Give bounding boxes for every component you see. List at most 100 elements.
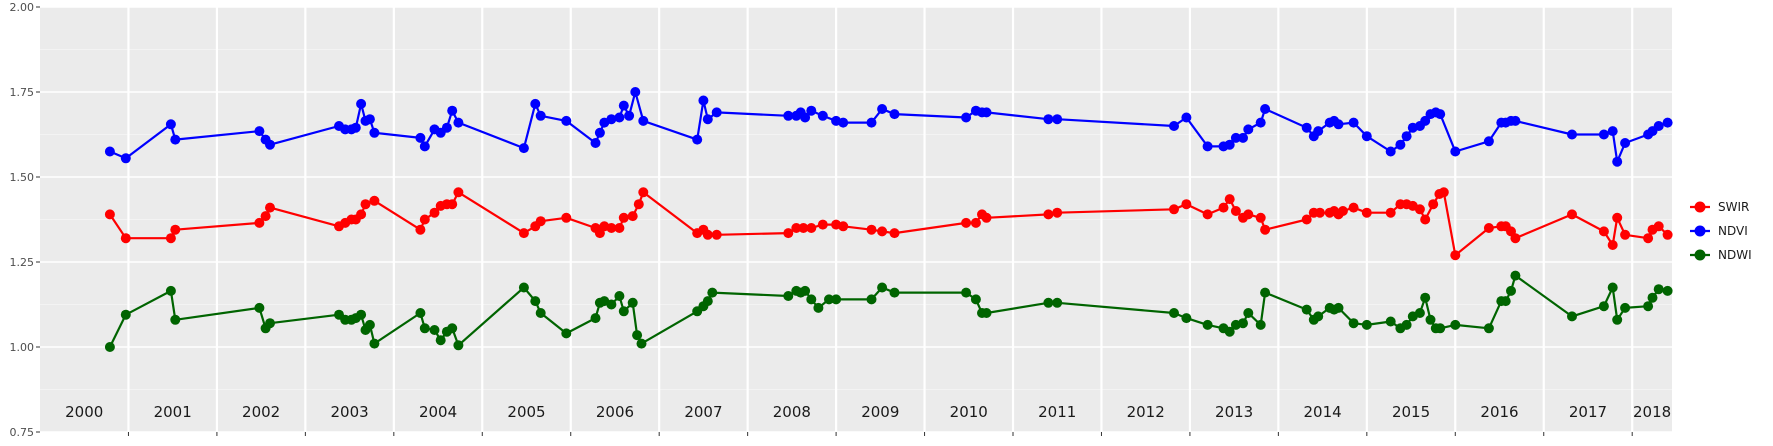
data-point (120, 309, 131, 320)
year-label: 2013 (1215, 403, 1253, 421)
data-point (1450, 250, 1461, 261)
data-point (360, 199, 371, 210)
data-point (1483, 223, 1494, 233)
data-point (866, 294, 877, 305)
data-point (1169, 121, 1179, 131)
legend: SWIR NDVI NDWI (1688, 196, 1752, 266)
data-point (692, 134, 703, 145)
year-label: 2004 (419, 403, 457, 421)
data-point (627, 297, 638, 308)
data-point (1052, 297, 1063, 308)
data-point (1385, 316, 1396, 327)
data-point (889, 109, 900, 120)
data-point (1506, 285, 1516, 296)
data-point (800, 112, 811, 123)
data-point (614, 112, 625, 123)
data-point (254, 126, 265, 137)
data-point (356, 209, 367, 220)
data-point (636, 338, 647, 349)
data-point (1314, 207, 1325, 218)
data-point (165, 119, 176, 130)
data-point (1224, 139, 1235, 150)
data-point (1401, 319, 1412, 330)
data-point (1043, 114, 1054, 125)
data-point (356, 98, 367, 109)
data-point (1662, 117, 1673, 128)
legend-label: NDWI (1718, 248, 1752, 262)
year-label: 2006 (596, 403, 634, 421)
data-point (783, 228, 794, 239)
data-point (429, 325, 440, 335)
legend-item-ndwi: NDWI (1688, 244, 1752, 266)
data-point (1361, 131, 1372, 142)
y-tick-label: 1.00 (10, 341, 35, 354)
data-point (1238, 318, 1248, 329)
year-label: 2005 (507, 403, 545, 421)
data-point (453, 117, 464, 128)
data-point (1510, 115, 1521, 126)
data-point (632, 330, 643, 341)
data-point (1435, 323, 1446, 334)
data-point (435, 335, 446, 346)
data-point (364, 319, 375, 330)
data-point (1224, 194, 1235, 205)
data-point (1301, 304, 1312, 315)
data-point (838, 117, 849, 128)
data-point (702, 229, 713, 240)
data-point (1255, 212, 1266, 223)
data-point (1567, 129, 1577, 140)
legend-item-swir: SWIR (1688, 196, 1749, 218)
legend-marker (1694, 249, 1706, 261)
data-point (1301, 214, 1312, 225)
data-point (170, 134, 181, 145)
data-point (1620, 138, 1631, 148)
data-point (1653, 221, 1664, 232)
y-tick-label: 0.75 (10, 426, 35, 439)
data-point (614, 291, 625, 301)
data-point (1450, 319, 1461, 330)
data-point (1620, 229, 1631, 240)
data-point (1333, 302, 1344, 313)
data-point (419, 214, 430, 225)
data-point (1428, 199, 1439, 210)
data-point (1662, 285, 1673, 296)
data-point (415, 308, 426, 318)
data-point (350, 122, 361, 133)
data-point (877, 226, 888, 237)
data-point (535, 216, 546, 227)
year-label: 2012 (1127, 403, 1165, 421)
data-point (1348, 202, 1359, 213)
data-point (1224, 326, 1235, 337)
data-point (838, 221, 849, 232)
data-point (1361, 319, 1372, 330)
data-point (1612, 156, 1623, 167)
data-point (1230, 132, 1241, 143)
data-point (265, 139, 275, 150)
year-labels: 2000 2001 2002 2003 2004 2005 2006 2007 2008 2009… (65, 403, 1671, 421)
data-point (120, 233, 131, 244)
data-point (1243, 308, 1254, 318)
data-point (981, 212, 992, 223)
data-point (1348, 117, 1359, 128)
data-point (561, 212, 572, 223)
year-label: 2002 (242, 403, 280, 421)
data-point (453, 340, 464, 351)
data-point (627, 211, 638, 222)
data-point (1255, 319, 1266, 330)
data-point (638, 115, 649, 126)
data-point (260, 211, 271, 222)
data-point (1181, 112, 1192, 123)
data-point (1202, 209, 1213, 220)
data-point (170, 224, 181, 235)
data-point (530, 98, 541, 109)
series-ndwi (104, 270, 1673, 352)
data-point (1510, 233, 1521, 244)
data-point (104, 209, 115, 220)
data-point (419, 141, 430, 152)
data-point (1243, 209, 1254, 220)
data-point (783, 110, 794, 121)
data-point (369, 127, 380, 138)
data-point (1438, 187, 1449, 198)
